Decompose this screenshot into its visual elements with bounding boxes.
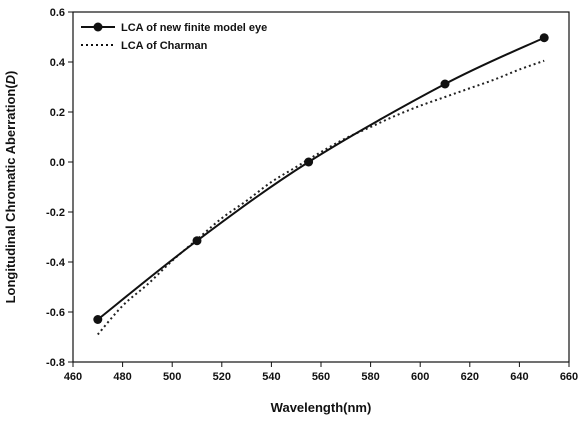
x-tick-label: 480 bbox=[113, 371, 131, 383]
plot-area-frame bbox=[72, 11, 570, 363]
series-line-model-eye bbox=[97, 36, 545, 321]
series-layer bbox=[93, 33, 549, 336]
y-tick-label: 0.4 bbox=[50, 57, 66, 69]
x-axis-title: Wavelength(nm) bbox=[271, 400, 372, 415]
legend: LCA of new finite model eye LCA of Charm… bbox=[81, 22, 267, 52]
legend-label-charman: LCA of Charman bbox=[121, 40, 208, 52]
data-point-model-eye bbox=[304, 157, 314, 167]
y-tick-label: -0.2 bbox=[46, 207, 65, 219]
y-axis-title: Longitudinal Chromatic Aberration(D) bbox=[3, 71, 18, 304]
y-tick-label: 0.6 bbox=[50, 7, 65, 19]
x-tick-label: 620 bbox=[461, 371, 479, 383]
y-tick-label: -0.6 bbox=[46, 307, 65, 319]
y-tick-label: -0.8 bbox=[46, 357, 65, 369]
data-point-model-eye bbox=[192, 236, 202, 246]
y-tick-label: -0.4 bbox=[46, 257, 66, 269]
legend-marker-model-eye bbox=[93, 22, 103, 32]
data-point-model-eye bbox=[539, 33, 549, 43]
y-axis-title-suffix: ) bbox=[3, 71, 18, 75]
data-point-model-eye bbox=[440, 79, 450, 89]
y-axis-title-unit: D bbox=[3, 74, 18, 84]
x-tick-label: 640 bbox=[510, 371, 528, 383]
x-axis-ticks: 460 480 500 520 540 560 580 600 620 640 660 bbox=[64, 362, 578, 383]
x-tick-label: 560 bbox=[312, 371, 330, 383]
x-tick-label: 460 bbox=[64, 371, 82, 383]
y-axis-ticks: -0.8 -0.6 -0.4 -0.2 0.0 0.2 0.4 0.6 bbox=[46, 7, 73, 369]
x-tick-label: 580 bbox=[361, 371, 379, 383]
data-point-model-eye bbox=[93, 315, 103, 324]
y-tick-label: 0.2 bbox=[50, 107, 65, 119]
series-line-charman bbox=[97, 59, 545, 336]
x-tick-label: 660 bbox=[560, 371, 578, 383]
x-tick-label: 520 bbox=[213, 371, 231, 383]
x-tick-label: 540 bbox=[262, 371, 280, 383]
x-tick-label: 600 bbox=[411, 371, 429, 383]
legend-label-model-eye: LCA of new finite model eye bbox=[121, 22, 267, 34]
x-tick-label: 500 bbox=[163, 371, 181, 383]
y-tick-label: 0.0 bbox=[50, 157, 65, 169]
y-axis-title-prefix: Longitudinal Chromatic Aberration( bbox=[3, 84, 18, 304]
